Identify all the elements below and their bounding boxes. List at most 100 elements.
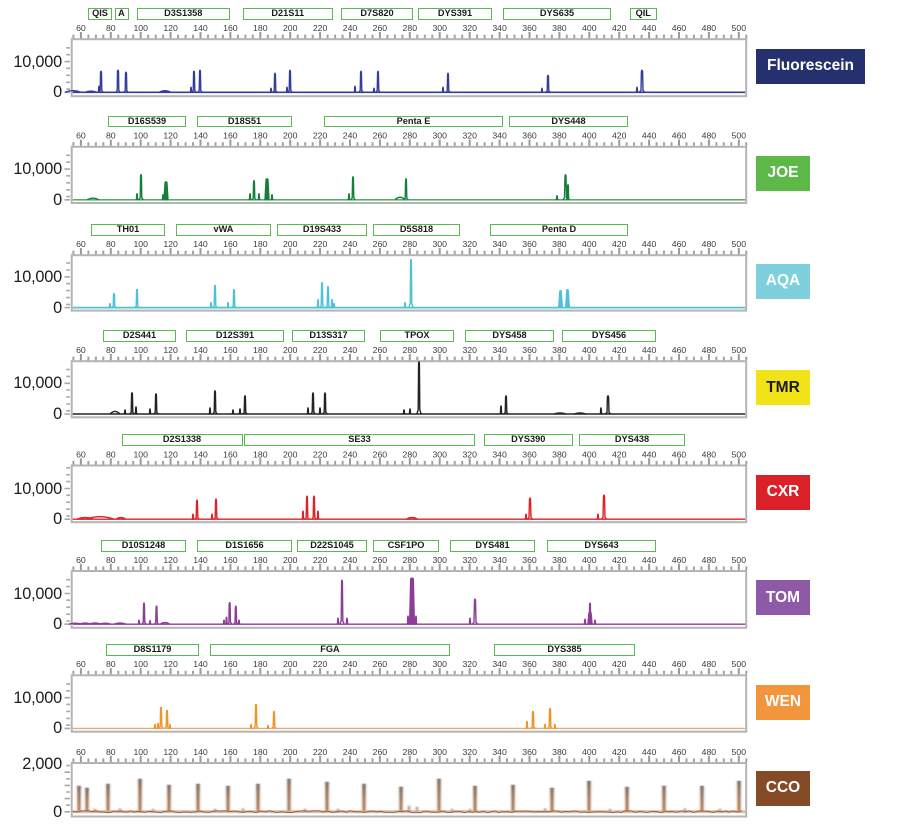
svg-text:480: 480 [702, 659, 717, 669]
svg-text:200: 200 [283, 659, 298, 669]
svg-text:460: 460 [672, 659, 687, 669]
svg-text:300: 300 [432, 23, 447, 33]
svg-text:100: 100 [133, 239, 148, 249]
svg-text:80: 80 [106, 659, 116, 669]
svg-text:320: 320 [462, 239, 477, 249]
svg-text:240: 240 [343, 239, 358, 249]
svg-text:500: 500 [732, 449, 747, 459]
svg-text:440: 440 [642, 345, 657, 355]
svg-text:160: 160 [223, 555, 238, 565]
svg-text:360: 360 [522, 747, 537, 757]
svg-text:100: 100 [133, 449, 148, 459]
svg-text:140: 140 [193, 345, 208, 355]
svg-text:100: 100 [133, 131, 148, 141]
svg-text:340: 340 [492, 555, 507, 565]
svg-text:480: 480 [702, 555, 717, 565]
svg-text:340: 340 [492, 131, 507, 141]
svg-text:340: 340 [492, 345, 507, 355]
svg-text:120: 120 [163, 555, 178, 565]
svg-text:80: 80 [106, 23, 116, 33]
svg-text:400: 400 [582, 131, 597, 141]
svg-text:160: 160 [223, 23, 238, 33]
svg-text:380: 380 [552, 23, 567, 33]
svg-text:400: 400 [582, 449, 597, 459]
svg-text:120: 120 [163, 747, 178, 757]
svg-text:300: 300 [432, 131, 447, 141]
svg-text:500: 500 [732, 747, 747, 757]
svg-text:300: 300 [432, 659, 447, 669]
svg-text:220: 220 [313, 449, 328, 459]
svg-text:440: 440 [642, 239, 657, 249]
svg-text:500: 500 [732, 23, 747, 33]
svg-text:180: 180 [253, 345, 268, 355]
svg-text:460: 460 [672, 239, 687, 249]
svg-text:400: 400 [582, 345, 597, 355]
svg-text:200: 200 [283, 239, 298, 249]
svg-text:380: 380 [552, 659, 567, 669]
svg-text:480: 480 [702, 23, 717, 33]
svg-text:300: 300 [432, 239, 447, 249]
svg-text:500: 500 [732, 131, 747, 141]
svg-text:100: 100 [133, 659, 148, 669]
svg-text:260: 260 [373, 23, 388, 33]
svg-text:340: 340 [492, 659, 507, 669]
svg-text:300: 300 [432, 555, 447, 565]
svg-text:360: 360 [522, 345, 537, 355]
svg-text:260: 260 [373, 239, 388, 249]
svg-text:460: 460 [672, 747, 687, 757]
svg-text:420: 420 [612, 23, 627, 33]
svg-text:200: 200 [283, 345, 298, 355]
svg-text:200: 200 [283, 747, 298, 757]
svg-text:180: 180 [253, 23, 268, 33]
svg-text:320: 320 [462, 747, 477, 757]
svg-text:420: 420 [612, 345, 627, 355]
svg-text:160: 160 [223, 345, 238, 355]
svg-text:420: 420 [612, 659, 627, 669]
svg-text:420: 420 [612, 747, 627, 757]
svg-text:280: 280 [403, 555, 418, 565]
svg-text:260: 260 [373, 555, 388, 565]
svg-text:320: 320 [462, 555, 477, 565]
svg-text:340: 340 [492, 239, 507, 249]
svg-text:500: 500 [732, 659, 747, 669]
svg-text:220: 220 [313, 239, 328, 249]
svg-text:80: 80 [106, 345, 116, 355]
svg-text:500: 500 [732, 345, 747, 355]
svg-text:100: 100 [133, 747, 148, 757]
svg-text:460: 460 [672, 449, 687, 459]
svg-text:280: 280 [403, 345, 418, 355]
svg-text:320: 320 [462, 23, 477, 33]
svg-text:420: 420 [612, 449, 627, 459]
svg-text:360: 360 [522, 555, 537, 565]
svg-text:380: 380 [552, 131, 567, 141]
svg-text:220: 220 [313, 23, 328, 33]
svg-text:300: 300 [432, 747, 447, 757]
svg-text:160: 160 [223, 747, 238, 757]
svg-text:280: 280 [403, 239, 418, 249]
svg-text:460: 460 [672, 23, 687, 33]
svg-text:280: 280 [403, 449, 418, 459]
svg-text:340: 340 [492, 23, 507, 33]
svg-text:320: 320 [462, 659, 477, 669]
svg-text:400: 400 [582, 239, 597, 249]
svg-text:320: 320 [462, 449, 477, 459]
svg-text:60: 60 [76, 747, 86, 757]
svg-text:160: 160 [223, 659, 238, 669]
svg-text:260: 260 [373, 449, 388, 459]
svg-text:460: 460 [672, 345, 687, 355]
svg-text:200: 200 [283, 449, 298, 459]
svg-text:200: 200 [283, 555, 298, 565]
svg-text:80: 80 [106, 131, 116, 141]
svg-text:280: 280 [403, 747, 418, 757]
svg-text:220: 220 [313, 555, 328, 565]
svg-text:120: 120 [163, 239, 178, 249]
svg-text:240: 240 [343, 345, 358, 355]
svg-text:120: 120 [163, 345, 178, 355]
svg-text:120: 120 [163, 131, 178, 141]
svg-text:440: 440 [642, 23, 657, 33]
svg-text:380: 380 [552, 449, 567, 459]
svg-text:240: 240 [343, 131, 358, 141]
svg-text:340: 340 [492, 449, 507, 459]
svg-text:440: 440 [642, 659, 657, 669]
svg-text:140: 140 [193, 131, 208, 141]
